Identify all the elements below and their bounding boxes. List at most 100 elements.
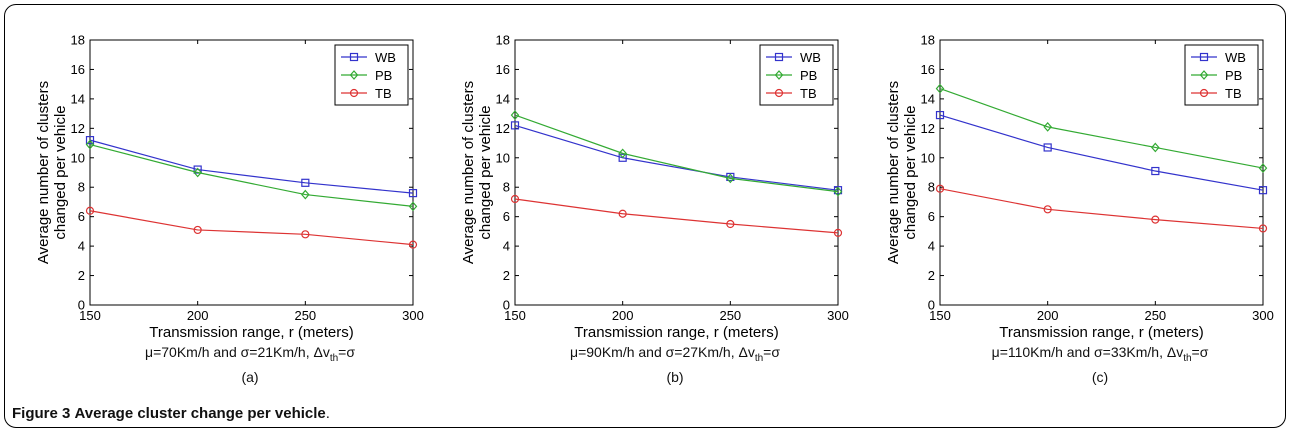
legend-label-tb: TB [375, 86, 392, 101]
y-tick-label: 0 [503, 298, 510, 313]
series-line-tb [89, 210, 414, 246]
data-point-tb [510, 194, 520, 204]
y-tick-label: 2 [503, 268, 510, 283]
legend-label-tb: TB [800, 86, 817, 101]
data-point-pb [1258, 163, 1268, 173]
series-line-wb [939, 114, 1264, 191]
data-point-tb [618, 209, 627, 218]
legend-marker-wb [349, 52, 359, 62]
subcaption-c: μ=110Km/h and σ=33Km/h, Δvth=σ (c) [930, 343, 1270, 386]
y-tick-label: 14 [921, 91, 935, 106]
y-tick-label: 18 [496, 33, 510, 48]
y-tick-label: 10 [71, 150, 85, 165]
data-point-wb [1151, 166, 1160, 176]
data-point-wb [301, 178, 310, 187]
legend-label-tb: TB [1225, 86, 1242, 101]
y-tick-label: 8 [78, 180, 85, 195]
x-tick-label: 200 [187, 308, 209, 323]
chart-svg-b: 0 2 4 6 8 10 12 14 16 18 150 200 250 300 Transmission … [460, 33, 849, 342]
data-point-pb [726, 173, 735, 184]
y-axis-label-line2: changed per vehicle [902, 105, 919, 239]
y-tick-label: 12 [921, 121, 935, 136]
y-tick-label: 2 [928, 268, 935, 283]
data-point-wb [408, 189, 418, 198]
x-tick-label: 300 [402, 308, 424, 323]
subcaption-a: μ=70Km/h and σ=21Km/h, Δvth=σ (a) [80, 343, 420, 386]
data-point-tb [85, 206, 95, 215]
x-tick-label: 200 [612, 308, 634, 323]
x-tick-label: 250 [1144, 308, 1166, 323]
legend-label-pb: PB [375, 68, 392, 83]
series-line-pb [89, 143, 414, 207]
legend-marker-pb [774, 70, 784, 80]
y-tick-label: 2 [78, 268, 85, 283]
y-tick-label: 4 [503, 239, 510, 254]
legend-marker-wb [774, 52, 784, 62]
subcaption-text: μ=90Km/h and σ=27Km/h, Δvth=σ [570, 344, 780, 364]
y-axis-label-line2: changed per vehicle [52, 105, 69, 239]
legend-marker-tb [349, 88, 359, 98]
x-axis-label: Transmission range, r (meters) [574, 324, 779, 341]
figure-caption: Figure 3 Average cluster change per vehi… [12, 405, 330, 422]
chart-svg-a: 0 2 4 6 8 10 12 14 16 18 150 200 250 300 Transmission … [35, 33, 424, 342]
data-point-pb [193, 167, 202, 178]
y-axis-label-line1: Average number of clusters [35, 81, 52, 264]
data-point-pb [833, 186, 843, 197]
data-point-tb [301, 230, 310, 239]
data-point-wb [1043, 143, 1052, 152]
data-point-wb [935, 110, 945, 120]
x-tick-label: 250 [719, 308, 741, 323]
series-line-tb [514, 198, 839, 234]
y-tick-label: 4 [78, 239, 85, 254]
y-axis-label-line1: Average number of clusters [460, 81, 477, 264]
subcaption-letter: (c) [1091, 368, 1109, 385]
data-point-wb [618, 153, 627, 162]
series-line-wb [89, 139, 414, 194]
subcaption-text: μ=70Km/h and σ=21Km/h, Δvth=σ [145, 344, 355, 364]
legend-marker-tb [774, 88, 784, 98]
subcaption-letter: (a) [241, 368, 259, 385]
x-tick-label: 200 [1037, 308, 1059, 323]
y-tick-label: 10 [921, 150, 935, 165]
y-tick-label: 16 [71, 62, 85, 77]
y-tick-label: 8 [928, 180, 935, 195]
legend-label-pb: PB [800, 68, 817, 83]
data-point-wb [85, 136, 95, 145]
y-tick-label: 12 [496, 121, 510, 136]
figure-caption-suffix: . [325, 405, 330, 422]
legend-label-wb: WB [800, 50, 821, 65]
x-tick-label: 300 [827, 308, 849, 323]
chart-svg-c: 0 2 4 6 8 10 12 14 16 18 150 200 250 300 Transmission … [885, 33, 1274, 342]
data-point-tb [1258, 224, 1268, 233]
data-point-wb [1258, 186, 1268, 195]
data-point-wb [510, 121, 520, 130]
y-tick-label: 4 [928, 239, 935, 254]
y-tick-label: 6 [503, 209, 510, 224]
data-point-wb [726, 172, 735, 182]
data-point-tb [408, 240, 418, 249]
legend-label-pb: PB [1225, 68, 1242, 83]
data-point-tb [193, 225, 202, 235]
legend-marker-pb [1199, 70, 1209, 80]
y-tick-label: 12 [71, 121, 85, 136]
legend-box [1184, 44, 1259, 106]
y-tick-label: 16 [496, 62, 510, 77]
data-point-pb [301, 189, 310, 200]
chart-panel-b: 0 2 4 6 8 10 12 14 16 18 150 200 250 300 Transmission … [425, 0, 855, 400]
series-line-pb [514, 114, 839, 193]
data-point-tb [1043, 205, 1052, 214]
subcaption-letter: (b) [666, 368, 684, 385]
y-tick-label: 18 [921, 33, 935, 48]
data-point-wb [833, 186, 843, 195]
y-tick-label: 6 [78, 209, 85, 224]
legend-marker-wb [1199, 52, 1209, 62]
y-tick-label: 10 [496, 150, 510, 165]
y-tick-label: 8 [503, 180, 510, 195]
data-point-pb [935, 83, 945, 94]
y-tick-label: 6 [928, 209, 935, 224]
series-line-wb [514, 124, 839, 191]
legend-label-wb: WB [375, 50, 396, 65]
legend-label-wb: WB [1225, 50, 1246, 65]
data-point-pb [408, 201, 418, 212]
data-point-pb [1151, 142, 1160, 153]
